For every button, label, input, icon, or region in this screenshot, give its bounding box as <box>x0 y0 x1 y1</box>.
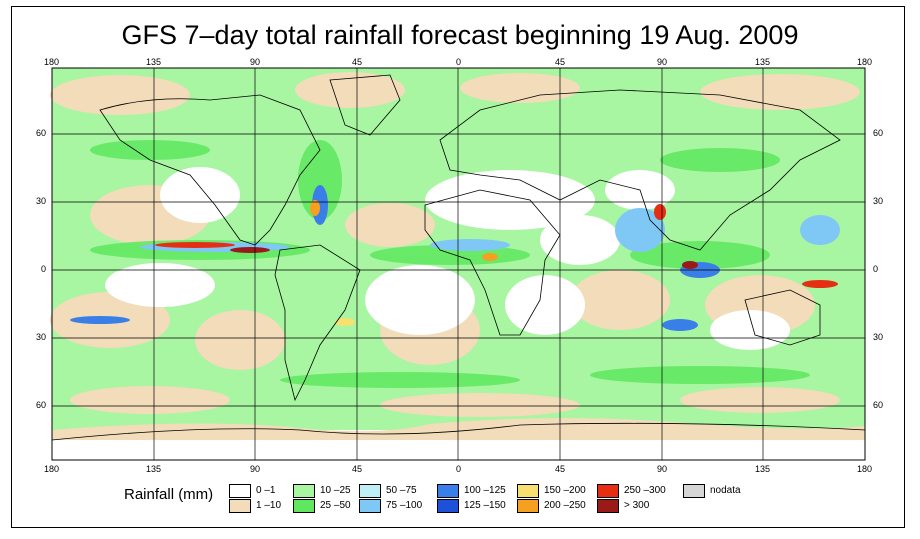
legend-swatch <box>359 499 381 513</box>
lon-label-top: 0 <box>456 57 462 67</box>
lon-label-bottom: 0 <box>456 464 462 474</box>
lon-label-top: 90 <box>657 57 668 67</box>
antarctica-outline <box>51 422 866 441</box>
legend-swatch <box>229 484 251 498</box>
legend-label: nodata <box>710 485 741 496</box>
lon-label-top: 135 <box>755 57 771 67</box>
lon-label-top: 180 <box>857 57 873 67</box>
lon-label-bottom: 45 <box>555 464 566 474</box>
legend-label: 200 –250 <box>544 500 586 511</box>
south-america-outline <box>274 244 361 402</box>
legend-label: > 300 <box>624 500 650 511</box>
legend-label: 0 –1 <box>256 485 276 496</box>
lon-label-top: 135 <box>146 57 162 67</box>
legend-label: 250 –300 <box>624 485 666 496</box>
lon-label-bottom: 180 <box>44 464 60 474</box>
lat-label-left: 0 <box>41 264 47 274</box>
lon-label-bottom: 135 <box>146 464 162 474</box>
extreme-rain <box>155 200 838 326</box>
legend-label: 25 –50 <box>320 500 351 511</box>
legend-swatch <box>597 499 619 513</box>
legend-swatch <box>293 484 315 498</box>
coastlines <box>51 74 866 441</box>
legend-label: 75 –100 <box>386 500 423 511</box>
lon-label-bottom: 90 <box>657 464 668 474</box>
lon-label-top: 45 <box>555 57 566 67</box>
lat-label-left: 30 <box>36 196 47 206</box>
lat-label-right: 30 <box>873 196 884 206</box>
moderate-rain-bands <box>90 140 810 388</box>
legend-label: 10 –25 <box>320 485 351 496</box>
lon-label-top: 90 <box>250 57 261 67</box>
legend-title: Rainfall (mm) <box>124 486 214 503</box>
lat-label-right: 60 <box>873 128 884 138</box>
lat-label-right: 30 <box>873 332 884 342</box>
lon-label-top: 45 <box>352 57 363 67</box>
legend-swatch <box>437 484 459 498</box>
legend-label: 100 –125 <box>464 485 506 496</box>
australia-outline <box>744 289 821 346</box>
legend-label: 150 –200 <box>544 485 586 496</box>
eurasia-outline <box>439 89 841 251</box>
legend-swatch <box>437 499 459 513</box>
lat-label-right: 0 <box>873 264 879 274</box>
lon-label-bottom: 180 <box>857 464 873 474</box>
lon-label-bottom: 45 <box>352 464 363 474</box>
graticule <box>51 68 866 460</box>
lat-label-left: 60 <box>36 400 47 410</box>
legend-swatch <box>293 499 315 513</box>
lon-label-top: 180 <box>44 57 60 67</box>
africa-outline <box>424 189 561 336</box>
north-america-outline <box>99 94 321 246</box>
legend-swatch <box>597 484 619 498</box>
legend-swatch <box>359 484 381 498</box>
map-border <box>51 67 866 461</box>
legend-swatch <box>683 484 705 498</box>
lon-label-bottom: 135 <box>755 464 771 474</box>
legend-label: 1 –10 <box>256 500 282 511</box>
legend-swatch <box>229 499 251 513</box>
lon-label-bottom: 90 <box>250 464 261 474</box>
map-title: GFS 7–day total rainfall forecast beginn… <box>121 20 799 50</box>
figure-frame <box>11 6 905 528</box>
lat-label-left: 60 <box>36 128 47 138</box>
legend-label: 125 –150 <box>464 500 506 511</box>
greenland-outline <box>329 74 401 136</box>
lat-label-right: 60 <box>873 400 884 410</box>
legend-label: 50 –75 <box>386 485 417 496</box>
lat-label-left: 30 <box>36 332 47 342</box>
legend-swatch <box>517 499 539 513</box>
legend-swatch <box>517 484 539 498</box>
